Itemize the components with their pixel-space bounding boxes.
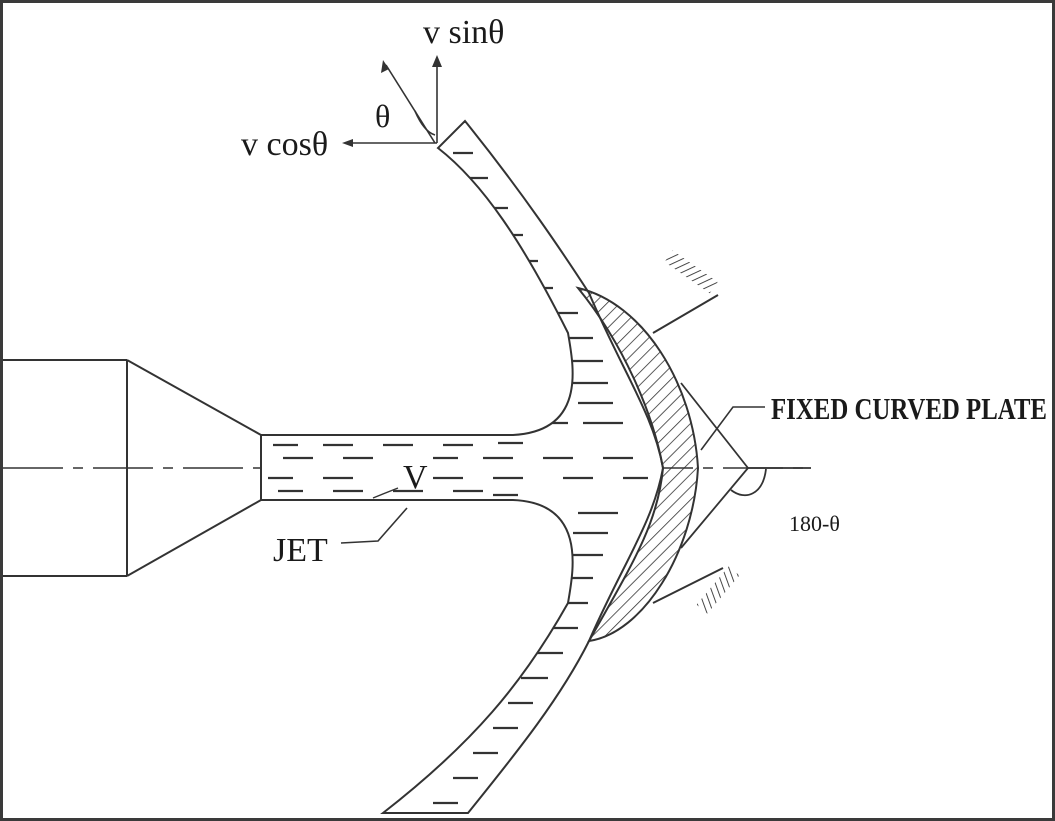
label-fixed-curved-plate: FIXED CURVED PLATE	[771, 391, 1047, 426]
label-theta: θ	[375, 98, 390, 134]
fixed-curved-plate	[575, 250, 740, 643]
angle-construction	[680, 382, 811, 549]
label-180-minus-theta: 180-θ	[789, 511, 840, 536]
label-v-cos-theta: v cosθ	[241, 126, 328, 163]
jet-leaders	[340, 487, 408, 544]
fluid-jet	[260, 119, 665, 814]
label-jet: JET	[273, 532, 328, 569]
nozzle	[3, 359, 262, 577]
jet-on-curved-plate-diagram: v sinθ θ v cosθ FIXED CURVED PLATE V JET…	[3, 14, 1047, 814]
label-velocity-v: V	[403, 459, 428, 496]
outlet-velocity-vectors	[342, 55, 442, 147]
label-v-sin-theta: v sinθ	[423, 14, 504, 51]
